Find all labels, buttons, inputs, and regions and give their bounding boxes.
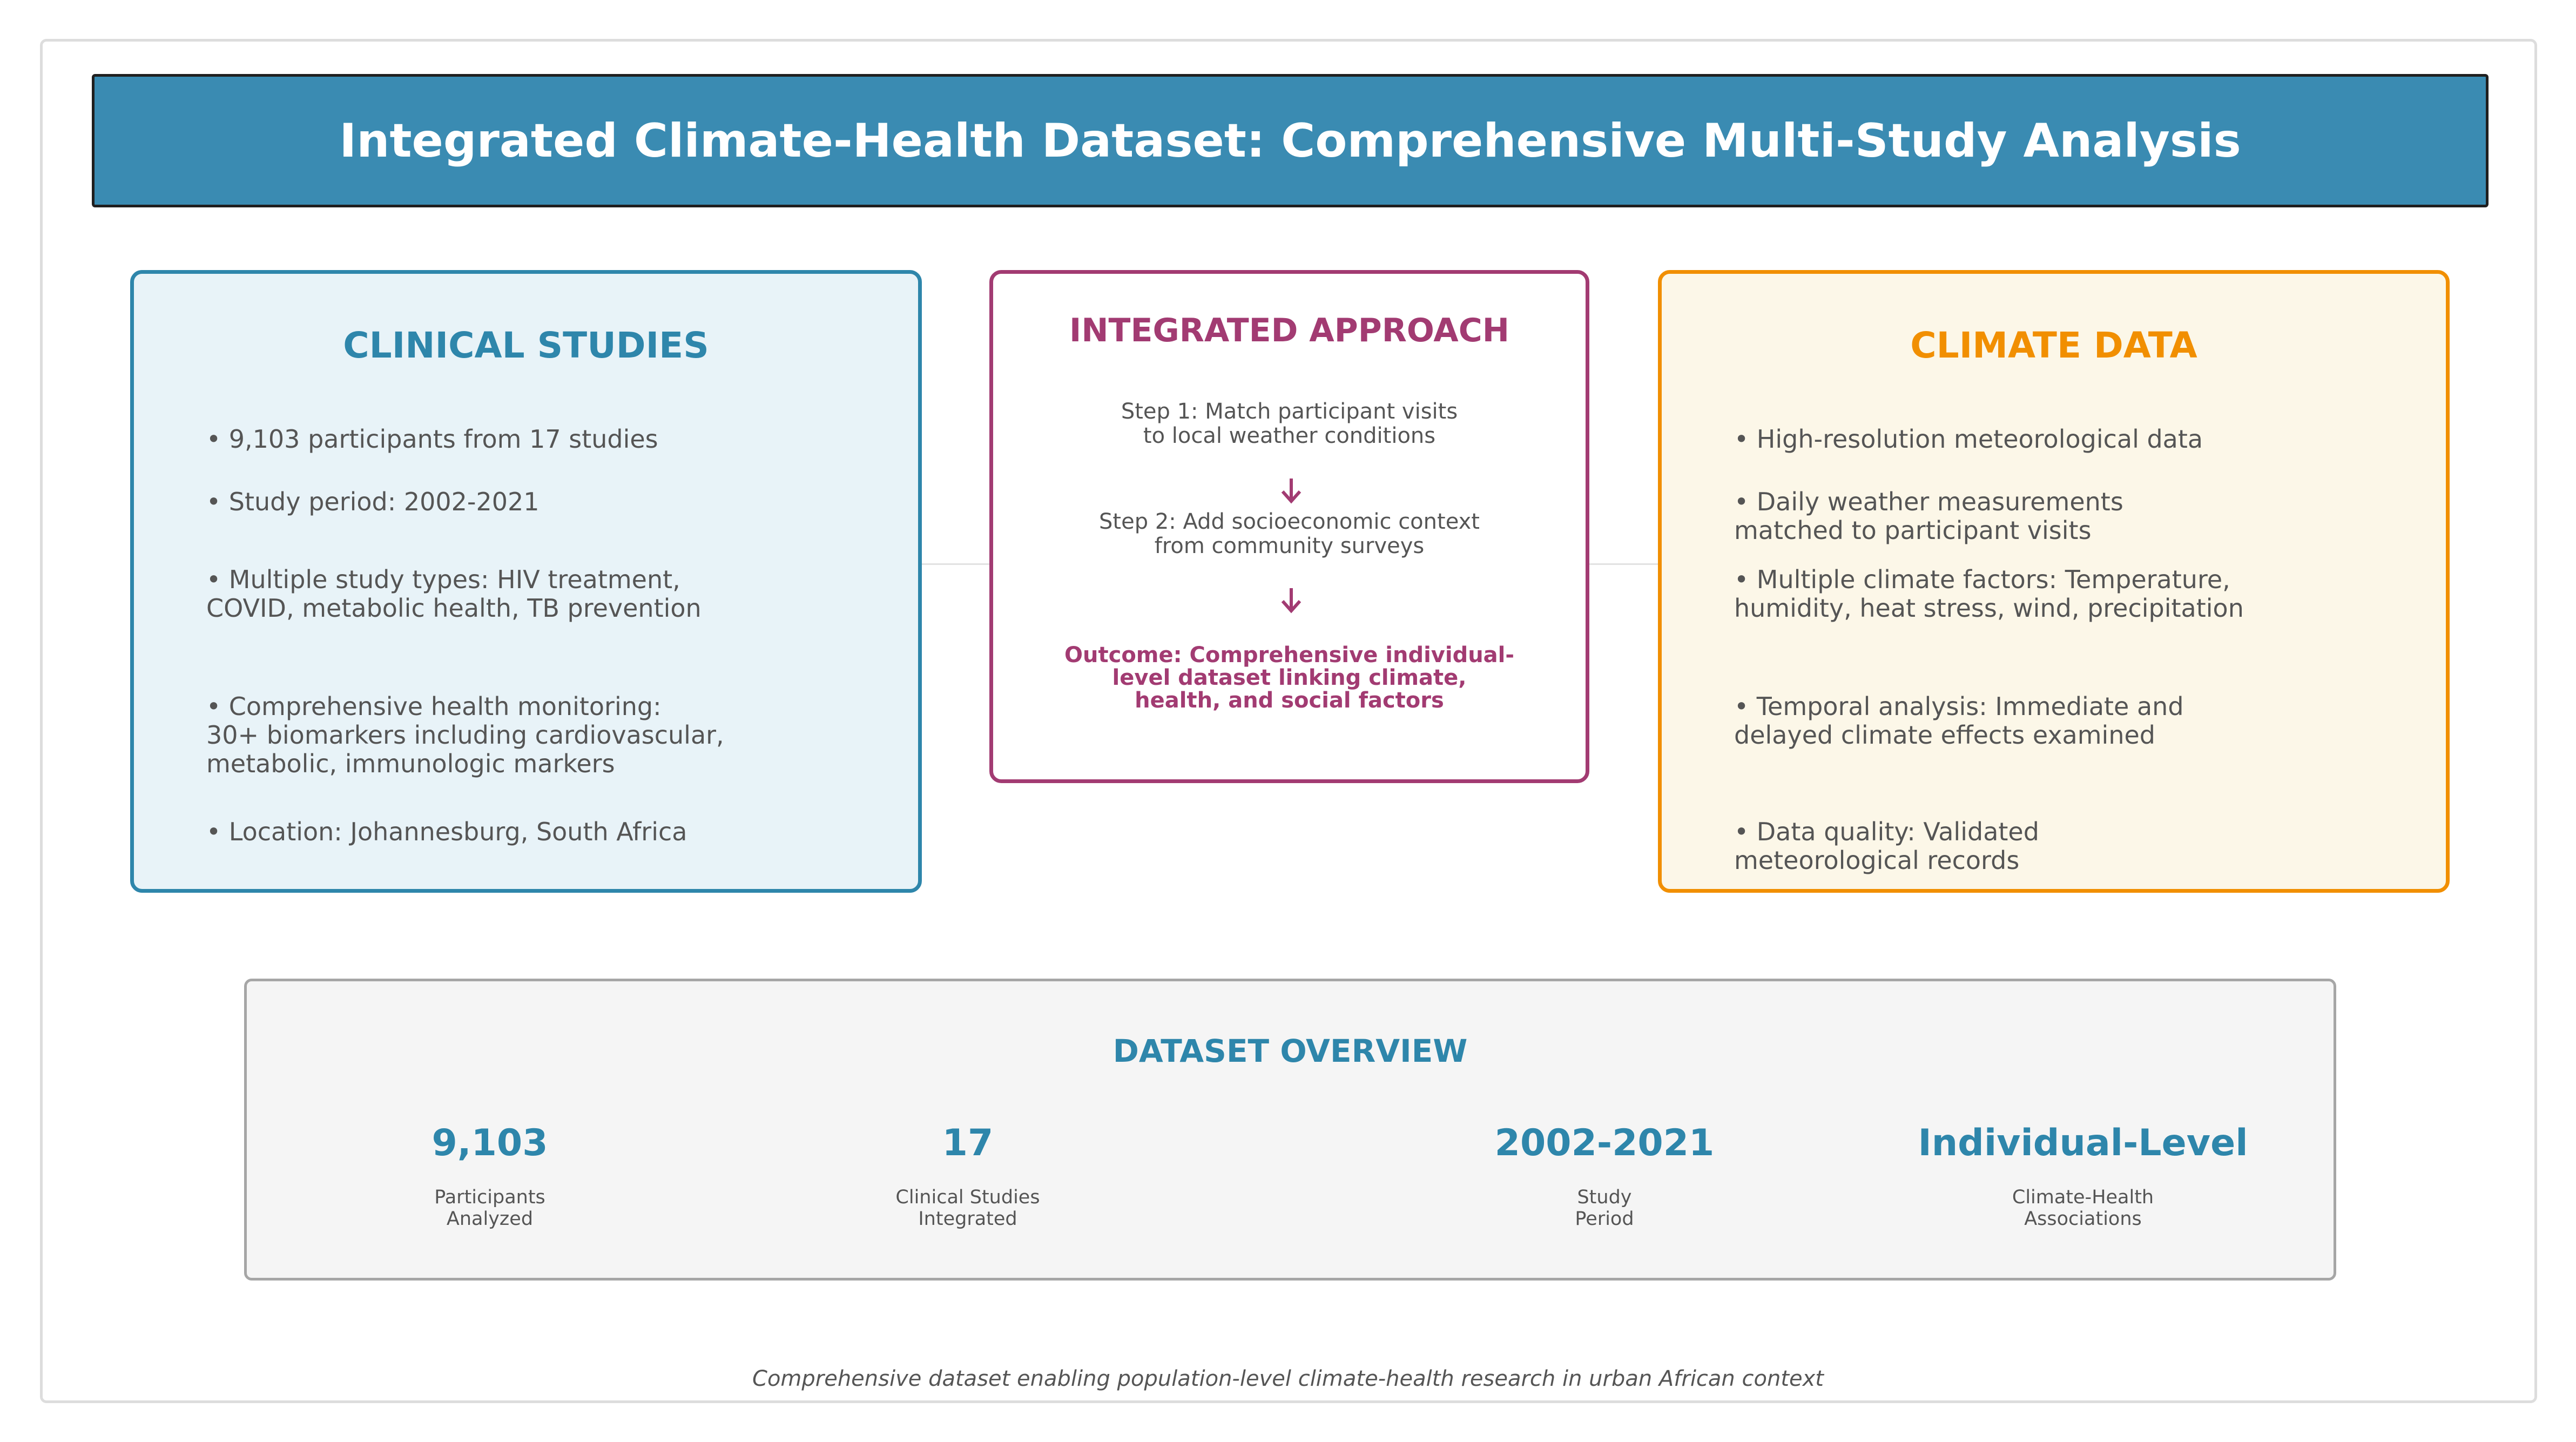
down-arrow-icon (1281, 588, 1302, 614)
diagram-frame (40, 39, 2537, 1403)
stat-participants: 9,103 Participants Analyzed (247, 1122, 733, 1230)
climate-bullet-resolution: • High-resolution meteorological data (1734, 424, 2203, 454)
stat-label: Climate-Health Associations (2012, 1187, 2154, 1230)
footer-caption: Comprehensive dataset enabling populatio… (752, 1366, 1824, 1391)
clinical-bullet-period: • Study period: 2002-2021 (206, 487, 540, 516)
stat-period: 2002-2021 Study Period (1361, 1122, 1847, 1230)
dataset-overview-panel: DATASET OVERVIEW 9,103 Participants Anal… (244, 979, 2336, 1281)
stat-label: Study Period (1575, 1187, 1634, 1230)
down-arrow-icon (1281, 479, 1302, 504)
clinical-bullet-location: • Location: Johannesburg, South Africa (206, 817, 687, 846)
stat-value: Individual-Level (1918, 1122, 2248, 1164)
clinical-bullet-monitoring: • Comprehensive health monitoring: 30+ b… (206, 692, 724, 778)
clinical-bullet-participants: • 9,103 participants from 17 studies (206, 424, 658, 454)
step-1-text: Step 1: Match participant visits to loca… (1121, 399, 1458, 448)
climate-bullet-quality: • Data quality: Validated meteorological… (1734, 817, 2039, 875)
integrated-approach-heading: INTEGRATED APPROACH (1069, 312, 1509, 349)
climate-bullet-factors: • Multiple climate factors: Temperature,… (1734, 565, 2244, 623)
clinical-studies-heading: CLINICAL STUDIES (343, 325, 709, 366)
dataset-overview-heading: DATASET OVERVIEW (1112, 1033, 1468, 1069)
stat-value: 17 (942, 1122, 994, 1164)
title-banner: Integrated Climate-Health Dataset: Compr… (92, 74, 2489, 207)
stat-value: 2002-2021 (1494, 1122, 1715, 1164)
stat-label: Participants Analyzed (434, 1187, 545, 1230)
stat-label: Clinical Studies Integrated (895, 1187, 1040, 1230)
climate-bullet-daily: • Daily weather measurements matched to … (1734, 487, 2123, 545)
step-2-text: Step 2: Add socioeconomic context from c… (1099, 509, 1480, 558)
clinical-studies-panel: CLINICAL STUDIES • 9,103 participants fr… (130, 270, 922, 893)
climate-bullet-temporal: • Temporal analysis: Immediate and delay… (1734, 692, 2184, 750)
stat-studies: 17 Clinical Studies Integrated (725, 1122, 1211, 1230)
climate-data-panel: CLIMATE DATA • High-resolution meteorolo… (1658, 270, 2450, 893)
clinical-bullet-study-types: • Multiple study types: HIV treatment, C… (206, 565, 702, 623)
integrated-approach-panel: INTEGRATED APPROACH Step 1: Match partic… (989, 270, 1589, 783)
stat-value: 9,103 (431, 1122, 548, 1164)
stat-level: Individual-Level Climate-Health Associat… (1840, 1122, 2326, 1230)
climate-data-heading: CLIMATE DATA (1910, 325, 2197, 366)
page-title: Integrated Climate-Health Dataset: Compr… (339, 113, 2241, 168)
connector-line-right (1589, 563, 1658, 565)
connector-line-left (922, 563, 989, 565)
outcome-text: Outcome: Comprehensive individual- level… (1064, 643, 1514, 713)
